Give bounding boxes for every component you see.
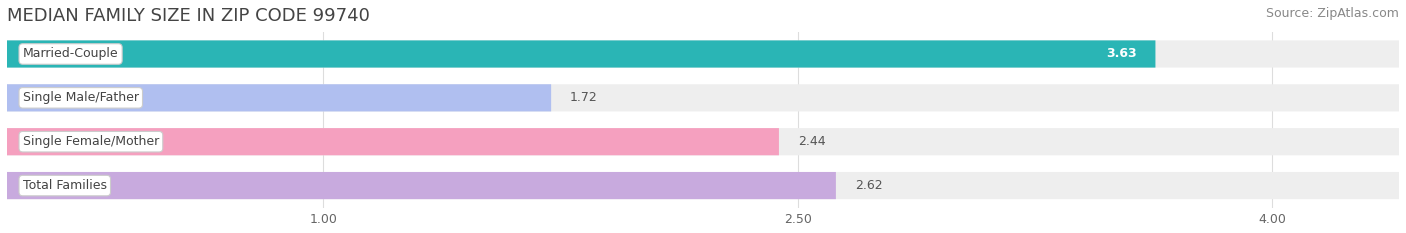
FancyBboxPatch shape xyxy=(7,172,1399,199)
Text: 3.63: 3.63 xyxy=(1107,48,1136,61)
Text: 2.62: 2.62 xyxy=(855,179,883,192)
FancyBboxPatch shape xyxy=(7,172,837,199)
Text: Total Families: Total Families xyxy=(22,179,107,192)
FancyBboxPatch shape xyxy=(7,40,1399,68)
Text: Single Female/Mother: Single Female/Mother xyxy=(22,135,159,148)
Text: 1.72: 1.72 xyxy=(569,91,598,104)
Text: Married-Couple: Married-Couple xyxy=(22,48,118,61)
FancyBboxPatch shape xyxy=(7,84,1399,111)
FancyBboxPatch shape xyxy=(7,40,1156,68)
FancyBboxPatch shape xyxy=(7,128,1399,155)
Text: Single Male/Father: Single Male/Father xyxy=(22,91,139,104)
FancyBboxPatch shape xyxy=(7,84,551,111)
Text: MEDIAN FAMILY SIZE IN ZIP CODE 99740: MEDIAN FAMILY SIZE IN ZIP CODE 99740 xyxy=(7,7,370,25)
Text: Source: ZipAtlas.com: Source: ZipAtlas.com xyxy=(1265,7,1399,20)
FancyBboxPatch shape xyxy=(7,128,779,155)
Text: 2.44: 2.44 xyxy=(799,135,825,148)
